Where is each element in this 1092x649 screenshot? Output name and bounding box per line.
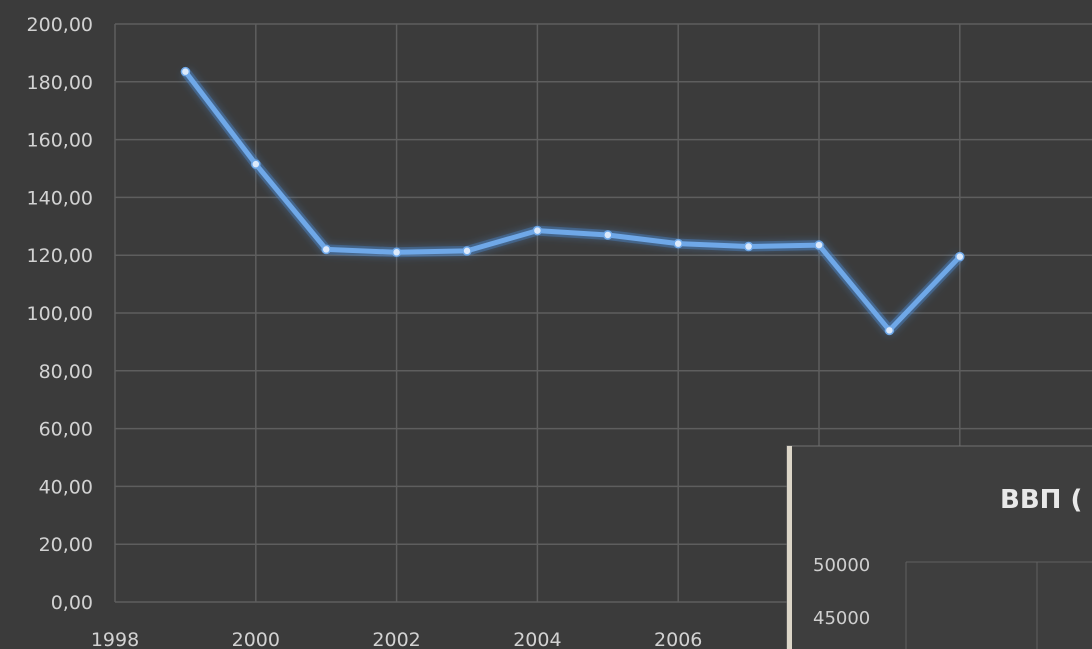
inset-frame (786, 445, 1092, 649)
x-tick-label: 2006 (654, 629, 702, 649)
y-tick-label: 200,00 (27, 14, 93, 36)
y-axis-tick-labels: 0,00 20,00 40,00 60,00 80,00 100,00 120,00 140,… (27, 14, 93, 614)
y-tick-label: 180,00 (27, 72, 93, 94)
series-line (183, 70, 962, 333)
data-point (321, 244, 331, 255)
y-tick-label: 100,00 (27, 303, 93, 325)
overlapping-chart-inset: ВВП ( 50000 45000 (786, 445, 1092, 649)
data-point (391, 247, 402, 258)
x-tick-label: 1998 (91, 629, 139, 649)
y-tick-label: 80,00 (39, 361, 93, 383)
data-point (814, 240, 824, 250)
data-point (532, 225, 543, 236)
chart-grid (114, 23, 1092, 603)
data-point (251, 159, 261, 169)
y-tick-label: 160,00 (27, 130, 93, 152)
data-point (743, 241, 754, 252)
data-point (603, 230, 613, 240)
y-tick-label: 20,00 (39, 534, 93, 556)
inset-y-tick-label: 45000 (813, 608, 870, 629)
x-tick-label: 2000 (232, 629, 280, 649)
data-series (180, 66, 965, 336)
inset-left-edge (787, 446, 792, 649)
y-tick-label: 60,00 (39, 419, 93, 441)
y-tick-label: 40,00 (39, 476, 93, 498)
x-tick-label: 2002 (372, 629, 420, 649)
main-line-chart: 0,00 20,00 40,00 60,00 80,00 100,00 120,00 140,… (27, 14, 1092, 649)
data-point (955, 251, 965, 262)
data-point (884, 325, 895, 336)
data-point (180, 66, 191, 77)
y-tick-label: 140,00 (27, 187, 93, 209)
x-axis-tick-labels: 1998 2000 2002 2004 2006 (91, 629, 703, 649)
series-line-glow (181, 68, 964, 336)
y-tick-label: 120,00 (27, 245, 93, 267)
data-point (462, 246, 472, 256)
inset-title: ВВП ( (1000, 485, 1082, 515)
inset-y-tick-label: 50000 (813, 555, 870, 576)
x-tick-label: 2004 (513, 629, 561, 649)
y-tick-label: 0,00 (51, 592, 93, 614)
data-point (673, 238, 683, 249)
